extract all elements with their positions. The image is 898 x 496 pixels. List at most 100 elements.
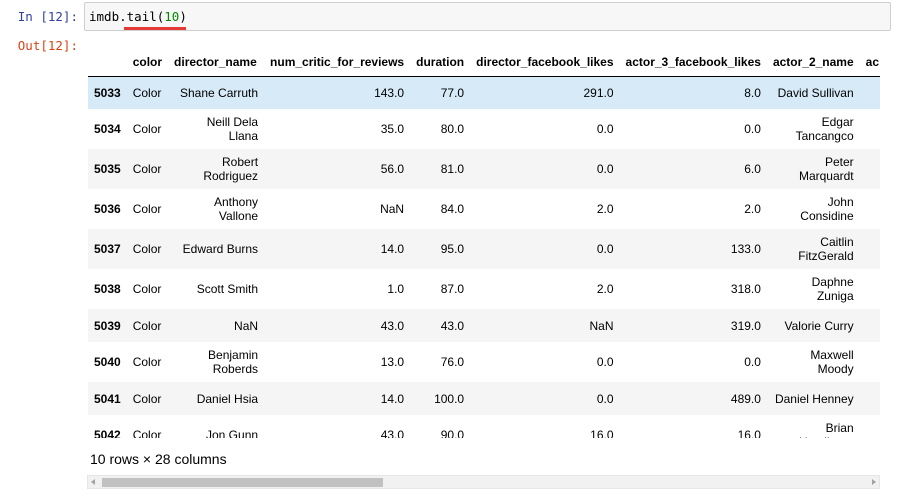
code-object: imdb: [89, 9, 120, 24]
header-index: [88, 46, 127, 77]
cell-color: Color: [132, 355, 162, 369]
cell-critic: 13.0: [380, 355, 405, 369]
cell-duration: 77.0: [440, 85, 465, 100]
cell-color: Color: [132, 162, 162, 176]
cell-actor3-fb: 6.0: [744, 162, 761, 176]
cell-actor2: Daniel Henney: [774, 391, 854, 406]
cell-truncated: [860, 309, 880, 342]
cell-actor2: John Considine: [767, 189, 860, 229]
cell-director: Scott Smith: [196, 282, 259, 296]
cell-color: Color: [132, 428, 162, 438]
cell-actor2-text: Brian Herzlinger: [799, 421, 854, 438]
cell-director-fb: 16.0: [590, 428, 614, 438]
header-duration: duration: [410, 46, 471, 77]
cell-truncated: [860, 342, 880, 382]
cell-actor2: Peter Marquardt: [767, 149, 860, 189]
code-close-paren: ): [179, 9, 187, 24]
cell-critic: 14.0: [380, 242, 405, 256]
cell-critic: 143.0: [374, 85, 405, 100]
row-index: 5040: [94, 355, 121, 369]
cell-color: Color: [132, 202, 162, 216]
cell-critic: 56.0: [380, 162, 405, 176]
header-color: color: [126, 46, 169, 77]
header-director-fb-likes: director_facebook_likes: [470, 46, 620, 77]
row-index: 5035: [94, 162, 121, 176]
cell-director: Daniel Hsia: [196, 391, 259, 406]
cell-actor3-fb: 489.0: [730, 391, 761, 406]
row-index: 5042: [94, 428, 121, 438]
input-prompt: In [12]:: [17, 9, 78, 24]
cell-duration: 90.0: [440, 428, 465, 438]
table-row: 5041 Color Daniel Hsia 14.0 100.0 0.0 48…: [88, 382, 880, 415]
cell-duration: 100.0: [434, 391, 465, 406]
dataframe-output: color director_name num_critic_for_revie…: [88, 46, 880, 438]
cell-director-fb: 2.0: [596, 202, 614, 216]
cell-color: Color: [132, 242, 162, 256]
cell-duration: 81.0: [440, 162, 465, 176]
cell-actor3-fb: 133.0: [730, 242, 761, 256]
cell-color: Color: [132, 391, 162, 406]
cell-duration: 80.0: [440, 122, 465, 136]
cell-truncated: [860, 149, 880, 189]
cell-duration: 76.0: [440, 355, 465, 369]
cell-actor2: Edgar Tancangco: [767, 109, 860, 149]
cell-duration: 84.0: [440, 202, 465, 216]
scroll-right-arrow-icon[interactable]: [872, 479, 876, 485]
cell-director-text: Robert Rodriguez: [203, 155, 259, 183]
cell-critic: 35.0: [380, 122, 405, 136]
header-actor3-fb-likes: actor_3_facebook_likes: [619, 46, 767, 77]
cell-actor2-text: John Considine: [800, 195, 854, 223]
cell-truncated: [860, 382, 880, 415]
row-index: 5039: [94, 318, 121, 333]
horizontal-scrollbar[interactable]: [87, 475, 880, 489]
cell-director: NaN: [234, 318, 259, 333]
cell-critic: 1.0: [387, 282, 405, 296]
header-truncated: ac: [859, 46, 880, 77]
red-annotation-underline: [124, 27, 186, 30]
cell-director: Neill Dela Llana: [168, 109, 264, 149]
dataframe-shape-summary: 10 rows × 28 columns: [90, 451, 227, 467]
table-row: 5039 Color NaN 43.0 43.0 NaN 319.0 Valor…: [88, 309, 880, 342]
code-argument: 10: [164, 9, 180, 24]
cell-color: Color: [132, 282, 162, 296]
cell-actor3-fb: 319.0: [730, 318, 761, 333]
cell-duration: 87.0: [440, 282, 465, 296]
scroll-left-arrow-icon[interactable]: [91, 479, 95, 485]
cell-actor3-fb: 0.0: [744, 355, 761, 369]
cell-director: Shane Carruth: [180, 85, 259, 100]
cell-director-fb: 0.0: [596, 355, 614, 369]
row-index: 5041: [94, 391, 121, 406]
cell-actor2-text: Daphne Zuniga: [811, 275, 854, 303]
scrollbar-thumb[interactable]: [102, 478, 383, 487]
cell-director: Benjamin Roberds: [168, 342, 264, 382]
cell-color: Color: [132, 85, 162, 100]
cell-actor2: Brian Herzlinger: [767, 415, 860, 438]
row-index: 5037: [94, 242, 121, 256]
cell-actor3-fb: 8.0: [744, 85, 761, 100]
cell-truncated: [860, 229, 880, 269]
cell-actor2-text: Peter Marquardt: [798, 155, 854, 183]
cell-director-fb: 2.0: [596, 282, 614, 296]
cell-director: Edward Burns: [182, 242, 259, 256]
cell-director-fb: NaN: [589, 318, 614, 333]
output-prompt: Out[12]:: [17, 38, 78, 53]
cell-actor3-fb: 16.0: [737, 428, 761, 438]
header-num-critic: num_critic_for_reviews: [264, 46, 411, 77]
cell-critic: 43.0: [380, 318, 405, 333]
code-input-cell[interactable]: imdb.tail(10): [84, 2, 891, 31]
cell-actor3-fb: 2.0: [744, 202, 761, 216]
cell-duration: 95.0: [440, 242, 465, 256]
table-row: 5035 Color Robert Rodriguez 56.0 81.0 0.…: [88, 149, 880, 189]
cell-director: Robert Rodriguez: [168, 149, 264, 189]
row-index: 5033: [94, 85, 121, 100]
table-row: 5038 Color Scott Smith 1.0 87.0 2.0 318.…: [88, 269, 880, 309]
cell-director-text: Anthony Vallone: [214, 195, 259, 223]
cell-director-text: Neill Dela Llana: [206, 115, 259, 143]
cell-director-fb: 0.0: [596, 242, 614, 256]
cell-critic: NaN: [380, 202, 405, 216]
cell-actor2: Daphne Zuniga: [767, 269, 860, 309]
cell-director: Jon Gunn: [206, 428, 259, 438]
cell-color: Color: [132, 122, 162, 136]
code-dot: .: [119, 9, 127, 24]
cell-actor2-text: Edgar Tancangco: [795, 115, 854, 143]
